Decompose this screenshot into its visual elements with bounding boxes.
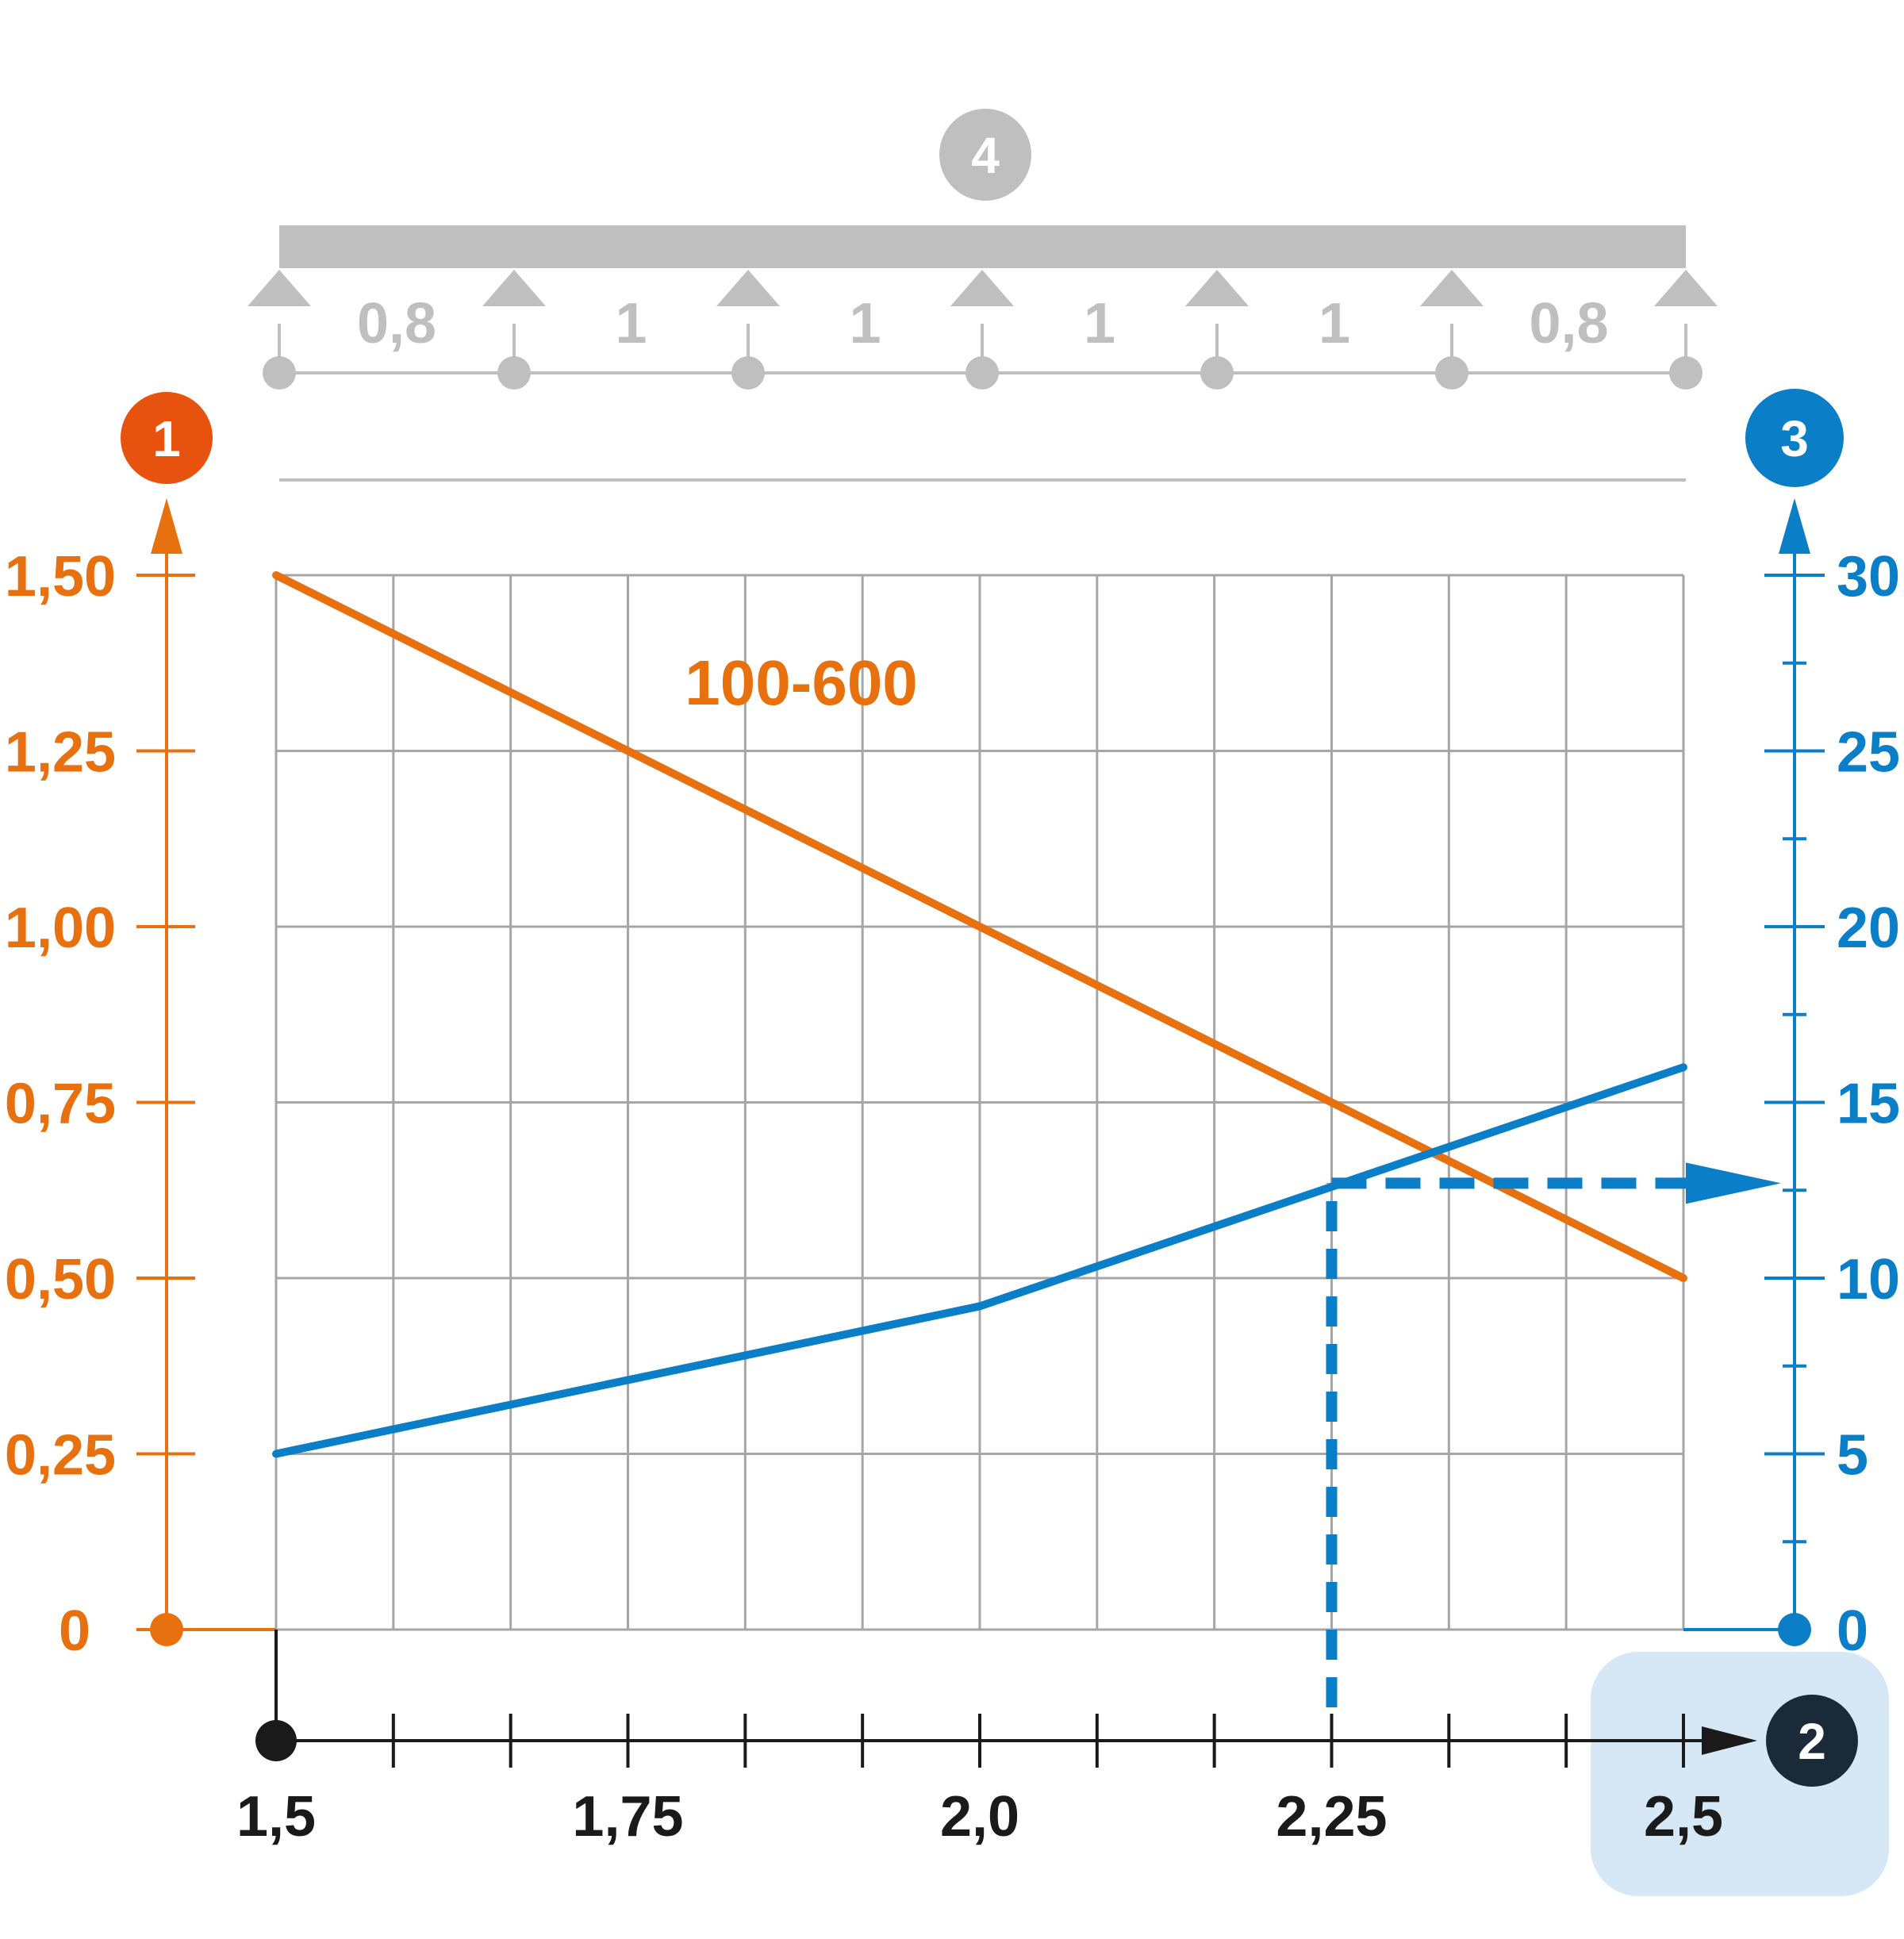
support-triangle: [482, 270, 546, 306]
series-1-point: [272, 1449, 280, 1458]
reading-guides: [1326, 1162, 1781, 1707]
left-tick-label: 0,75: [5, 1073, 116, 1136]
x-axis: 1,5 1,75 2,0 2,25 2,5: [236, 1630, 1757, 1849]
x-tick-label: 1,5: [236, 1785, 316, 1849]
left-tick-label: 0: [59, 1599, 90, 1663]
span-label: 0,8: [1529, 292, 1608, 355]
reading-arrow: [1686, 1162, 1781, 1204]
series-0-point: [1679, 1274, 1687, 1282]
series-label-100-600: 100-600: [685, 647, 918, 718]
x-tick-label: 2,5: [1644, 1785, 1723, 1849]
right-tick-label: 30: [1837, 545, 1900, 609]
support-node: [263, 356, 296, 390]
x-tick-label: 2,25: [1276, 1785, 1387, 1849]
left-axis-arrow: [151, 498, 182, 554]
support-triangle: [1420, 270, 1484, 306]
x-highlight-box: [1591, 1652, 1889, 1896]
badge-1-circle: [121, 392, 213, 484]
right-tick-label: 20: [1837, 897, 1900, 960]
right-tick-label: 25: [1837, 721, 1900, 785]
right-tick-label: 5: [1837, 1424, 1868, 1488]
right-tick-label: 15: [1837, 1073, 1900, 1136]
x-tick-label: 2,0: [940, 1785, 1019, 1849]
left-tick-label: 0,50: [5, 1248, 116, 1311]
support-node: [497, 356, 531, 390]
series-0-point: [272, 571, 280, 579]
support-triangle: [248, 270, 311, 306]
support-node: [1200, 356, 1234, 390]
support-node: [965, 356, 999, 390]
left-tick-label: 1,00: [5, 897, 116, 960]
right-axis-origin: [1778, 1613, 1811, 1646]
support-triangle: [716, 270, 780, 306]
left-tick-label: 1,25: [5, 721, 116, 785]
badge-2: 2: [1798, 1713, 1826, 1770]
support-node: [1435, 356, 1468, 390]
badge-4: 4: [971, 127, 1000, 184]
chart-grid: [274, 574, 1685, 1631]
span-label: 1: [615, 292, 647, 355]
x-axis-arrow: [1702, 1726, 1757, 1755]
series-1-point: [976, 1302, 984, 1311]
left-axis-origin: [150, 1613, 183, 1646]
span-label: 0,8: [357, 292, 436, 355]
x-tick-label: 1,75: [572, 1785, 683, 1849]
left-y-axis: 0 0,25 0,50 0,75 1,00 1,50 1,25: [5, 498, 276, 1663]
badge-3: 3: [1780, 410, 1809, 467]
series-1-point: [1679, 1063, 1687, 1072]
badge-3-circle: [1745, 389, 1844, 487]
span-label: 1: [1084, 292, 1115, 355]
span-diagram: 4 0,8 1 1 1 1 0,8: [248, 109, 1718, 482]
support-triangle: [950, 270, 1014, 306]
badge-4-circle: [939, 109, 1031, 201]
series-lines: [272, 571, 1687, 1458]
left-tick-label: 0,25: [5, 1424, 116, 1488]
right-y-axis: 0 5 10 15 20 25 30: [1683, 498, 1900, 1663]
right-tick-label: 0: [1837, 1599, 1868, 1663]
badge-1: 1: [152, 410, 181, 467]
right-tick-label: 10: [1837, 1248, 1900, 1311]
beam: [279, 225, 1686, 268]
right-axis-arrow: [1779, 498, 1810, 554]
badge-2-circle: [1766, 1695, 1858, 1787]
left-tick-label: 1,50: [5, 545, 116, 609]
series-line-0: [274, 571, 1686, 1282]
support-node: [731, 356, 765, 390]
span-label: 1: [1319, 292, 1350, 355]
support-node: [1669, 356, 1702, 390]
support-triangle: [1185, 270, 1249, 306]
span-label: 1: [849, 292, 881, 355]
support-triangle: [1654, 270, 1718, 306]
